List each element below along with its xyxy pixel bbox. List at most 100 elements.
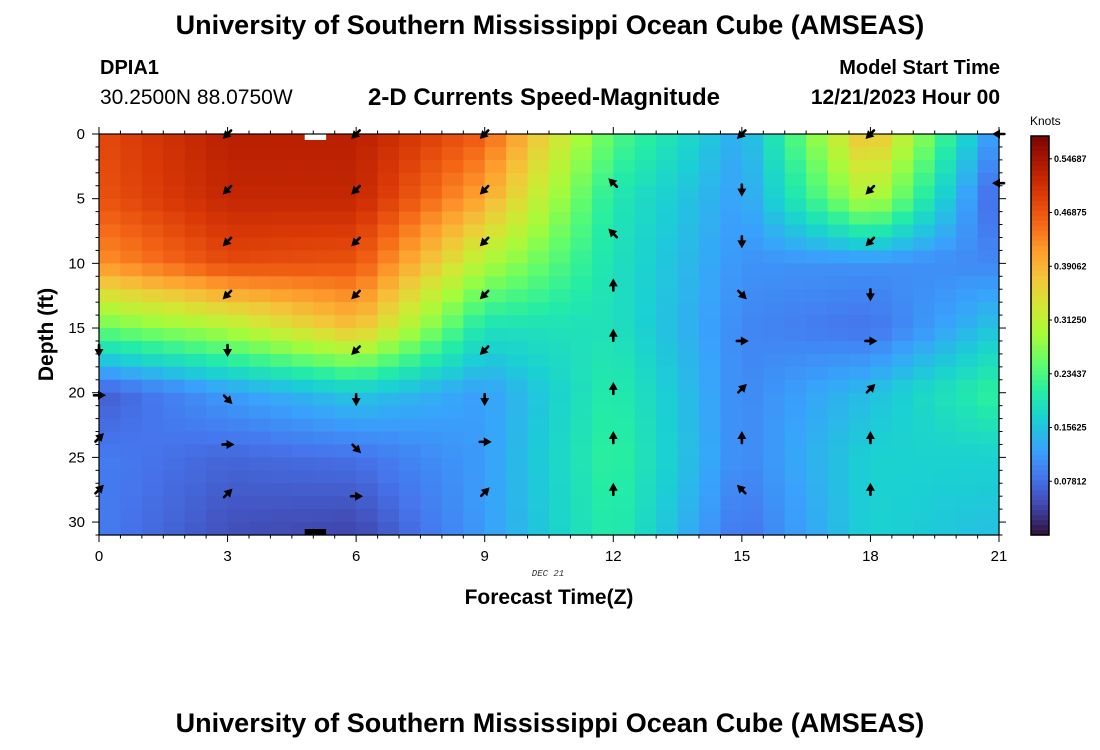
heatmap-cell bbox=[506, 366, 529, 381]
colorbar-segment bbox=[1031, 205, 1049, 212]
current-arrow bbox=[478, 437, 492, 447]
heatmap-cell bbox=[913, 185, 936, 200]
heatmap-cell bbox=[463, 134, 486, 148]
heatmap-cell bbox=[506, 353, 529, 368]
heatmap-cell bbox=[549, 431, 572, 446]
heatmap-cell bbox=[420, 146, 443, 161]
heatmap-cell bbox=[249, 340, 272, 355]
heatmap-cell bbox=[484, 302, 507, 316]
heatmap-cell bbox=[656, 431, 679, 446]
heatmap-cell bbox=[356, 250, 379, 264]
colorbar-segment bbox=[1031, 340, 1049, 347]
heatmap-cell bbox=[720, 276, 743, 290]
heatmap-cell bbox=[956, 224, 979, 239]
current-arrow bbox=[736, 484, 747, 495]
colorbar-segment bbox=[1031, 500, 1049, 506]
heatmap-cell bbox=[313, 392, 336, 407]
heatmap-cell bbox=[634, 263, 657, 277]
heatmap-cell bbox=[634, 444, 657, 458]
heatmap-cell bbox=[506, 289, 529, 303]
heatmap-cell bbox=[784, 418, 807, 433]
heatmap-cell bbox=[163, 185, 186, 200]
heatmap-cell bbox=[441, 185, 464, 200]
heatmap-cell bbox=[141, 353, 164, 368]
heatmap-cell bbox=[420, 172, 443, 187]
current-arrow bbox=[351, 236, 361, 247]
heatmap-cell bbox=[806, 172, 829, 187]
heatmap-cell bbox=[870, 340, 893, 355]
heatmap-cell bbox=[291, 250, 314, 264]
current-arrow bbox=[479, 289, 490, 300]
heatmap-cell bbox=[270, 328, 293, 342]
heatmap-cell bbox=[441, 353, 464, 368]
heatmap-cell bbox=[549, 418, 572, 433]
heatmap-cell bbox=[99, 185, 122, 200]
heatmap-cell bbox=[313, 172, 336, 187]
current-arrow bbox=[221, 439, 235, 449]
heatmap-cell bbox=[763, 392, 786, 407]
heatmap-cell bbox=[270, 379, 293, 394]
heatmap-cell bbox=[741, 444, 764, 458]
heatmap-cell bbox=[977, 224, 1000, 239]
heatmap-cell bbox=[549, 315, 572, 329]
heatmap-cell bbox=[806, 289, 829, 303]
heatmap-cell bbox=[399, 328, 422, 342]
heatmap-cell bbox=[891, 237, 914, 252]
heatmap-cell bbox=[141, 159, 164, 174]
heatmap-cell bbox=[784, 250, 807, 264]
heatmap-cell bbox=[270, 496, 293, 510]
colorbar-segment bbox=[1031, 420, 1049, 426]
heatmap-cell bbox=[441, 315, 464, 329]
current-arrow bbox=[737, 183, 747, 197]
arrow-head bbox=[608, 430, 618, 439]
heatmap-cell bbox=[956, 328, 979, 342]
colorbar-segment bbox=[1031, 345, 1049, 352]
heatmap-cell bbox=[463, 211, 486, 226]
heatmap-cell bbox=[334, 276, 357, 290]
heatmap-cell bbox=[420, 470, 443, 484]
heatmap-cell bbox=[463, 198, 486, 213]
heatmap-cell bbox=[120, 340, 143, 355]
heatmap-cell bbox=[420, 340, 443, 355]
colorbar-segment bbox=[1031, 215, 1049, 222]
heatmap-cell bbox=[227, 418, 250, 433]
heatmap-cell bbox=[570, 379, 593, 394]
heatmap-cell bbox=[549, 353, 572, 368]
heatmap-cell bbox=[120, 276, 143, 290]
heatmap-cell bbox=[934, 496, 957, 510]
heatmap-cell bbox=[377, 353, 400, 368]
heatmap-cell bbox=[249, 211, 272, 226]
heatmap-cell bbox=[591, 276, 614, 290]
arrow-head bbox=[736, 484, 746, 494]
heatmap-cell bbox=[849, 405, 872, 420]
heatmap-cell bbox=[977, 457, 1000, 471]
colorbar-segment bbox=[1031, 455, 1049, 461]
colorbar-segment bbox=[1031, 525, 1049, 531]
colorbar-segment bbox=[1031, 510, 1049, 516]
heatmap-cell bbox=[677, 483, 700, 497]
heatmap-cell bbox=[849, 263, 872, 277]
heatmap-cell bbox=[206, 328, 229, 342]
heatmap-cell bbox=[591, 172, 614, 187]
heatmap-cell bbox=[591, 340, 614, 355]
heatmap-cell bbox=[334, 522, 357, 536]
heatmap-cell bbox=[827, 237, 850, 252]
heatmap-cell bbox=[334, 470, 357, 484]
heatmap-cell bbox=[977, 366, 1000, 381]
heatmap-cell bbox=[613, 405, 636, 420]
colorbar-segment bbox=[1031, 460, 1049, 466]
heatmap-cell bbox=[913, 379, 936, 394]
heatmap-cell bbox=[849, 444, 872, 458]
heatmap-cell bbox=[934, 172, 957, 187]
current-arrow bbox=[351, 443, 362, 454]
heatmap-cell bbox=[227, 470, 250, 484]
colorbar-tick-label: 0.31250 bbox=[1054, 315, 1087, 325]
heatmap-cell bbox=[291, 509, 314, 523]
heatmap-cell bbox=[827, 134, 850, 148]
heatmap-cell bbox=[99, 134, 122, 148]
heatmap-cell bbox=[141, 444, 164, 458]
heatmap-cell bbox=[313, 224, 336, 239]
heatmap-cell bbox=[356, 496, 379, 510]
heatmap-cell bbox=[613, 379, 636, 394]
heatmap-cell bbox=[206, 379, 229, 394]
